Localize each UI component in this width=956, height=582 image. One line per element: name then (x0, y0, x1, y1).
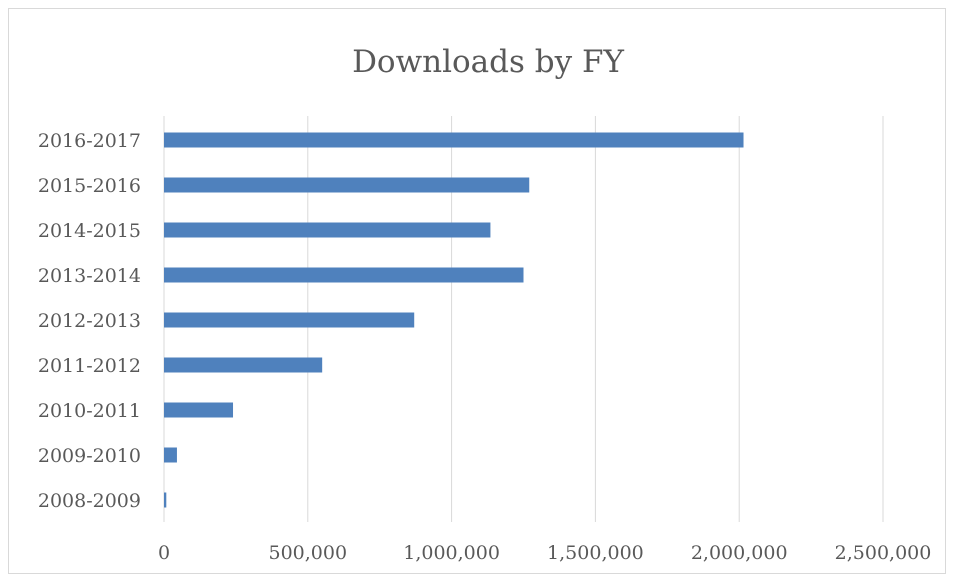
x-tick-label: 0 (158, 542, 170, 564)
category-label: 2009-2010 (38, 445, 141, 467)
bar (164, 402, 234, 418)
category-label: 2015-2016 (38, 175, 141, 197)
category-label: 2010-2011 (38, 400, 141, 422)
bar (164, 357, 323, 373)
category-label: 2014-2015 (38, 220, 141, 242)
x-tick-label: 2,500,000 (835, 542, 932, 564)
category-label: 2011-2012 (38, 355, 141, 377)
x-tick-label: 500,000 (269, 542, 348, 564)
bar (164, 222, 491, 238)
x-tick-label: 1,000,000 (403, 542, 500, 564)
bar (164, 177, 530, 193)
bar (164, 312, 415, 328)
bar (164, 492, 167, 508)
bars (164, 132, 744, 508)
bar (164, 267, 524, 283)
x-tick-labels: 0 500,000 1,000,000 1,500,000 2,000,000 2,500… (158, 542, 931, 564)
x-tick-label: 2,000,000 (691, 542, 788, 564)
category-labels: 2016-2017 2015-2016 2014-2015 2013-2014 2012… (38, 130, 141, 512)
category-label: 2013-2014 (38, 265, 141, 287)
bar (164, 132, 744, 148)
category-label: 2016-2017 (38, 130, 141, 152)
x-tick-label: 1,500,000 (547, 542, 644, 564)
category-label: 2012-2013 (38, 310, 141, 332)
category-label: 2008-2009 (38, 490, 141, 512)
chart-title: Downloads by FY (352, 44, 624, 80)
bar (164, 447, 177, 463)
